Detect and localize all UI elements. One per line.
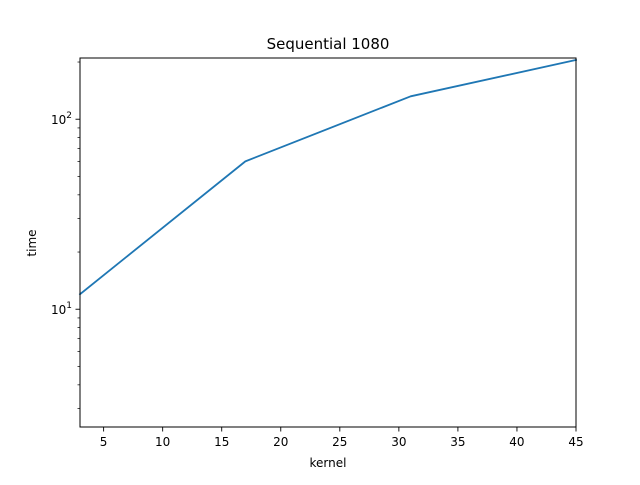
x-tick-label: 20 (273, 435, 288, 449)
x-tick-label: 40 (509, 435, 524, 449)
x-tick-label: 25 (332, 435, 347, 449)
x-tick-label: 10 (155, 435, 170, 449)
y-axis-ticks: 101 102 (51, 61, 80, 409)
axes-frame (79, 57, 577, 428)
chart-title: Sequential 1080 (267, 35, 390, 53)
x-tick-label: 5 (100, 435, 108, 449)
y-tick-label: 102 (51, 111, 72, 127)
x-tick-label: 35 (450, 435, 465, 449)
x-axis-ticks: 5 10 15 20 25 30 35 40 45 (100, 427, 584, 449)
x-tick-label: 45 (568, 435, 583, 449)
x-tick-label: 15 (214, 435, 229, 449)
x-axis-label: kernel (310, 456, 347, 470)
y-axis-label: time (25, 229, 39, 256)
series-line-0 (78, 58, 578, 296)
y-tick-label: 101 (51, 301, 72, 317)
x-tick-label: 30 (391, 435, 406, 449)
plot-area (78, 57, 578, 428)
